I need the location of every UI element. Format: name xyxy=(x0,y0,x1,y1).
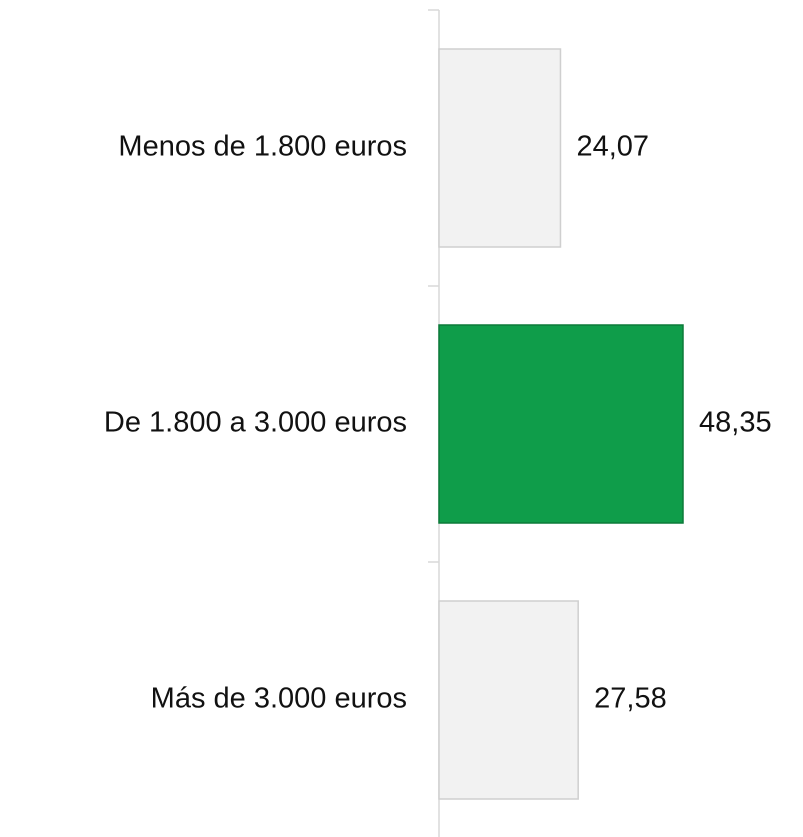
category-label: Más de 3.000 euros xyxy=(151,683,407,715)
category-label: De 1.800 a 3.000 euros xyxy=(104,407,407,439)
bar xyxy=(438,48,562,248)
value-label: 24,07 xyxy=(576,131,649,163)
bar xyxy=(438,600,579,800)
category-label: Menos de 1.800 euros xyxy=(118,131,407,163)
bar xyxy=(438,324,684,524)
value-label: 48,35 xyxy=(699,407,772,439)
value-label: 27,58 xyxy=(594,683,667,715)
